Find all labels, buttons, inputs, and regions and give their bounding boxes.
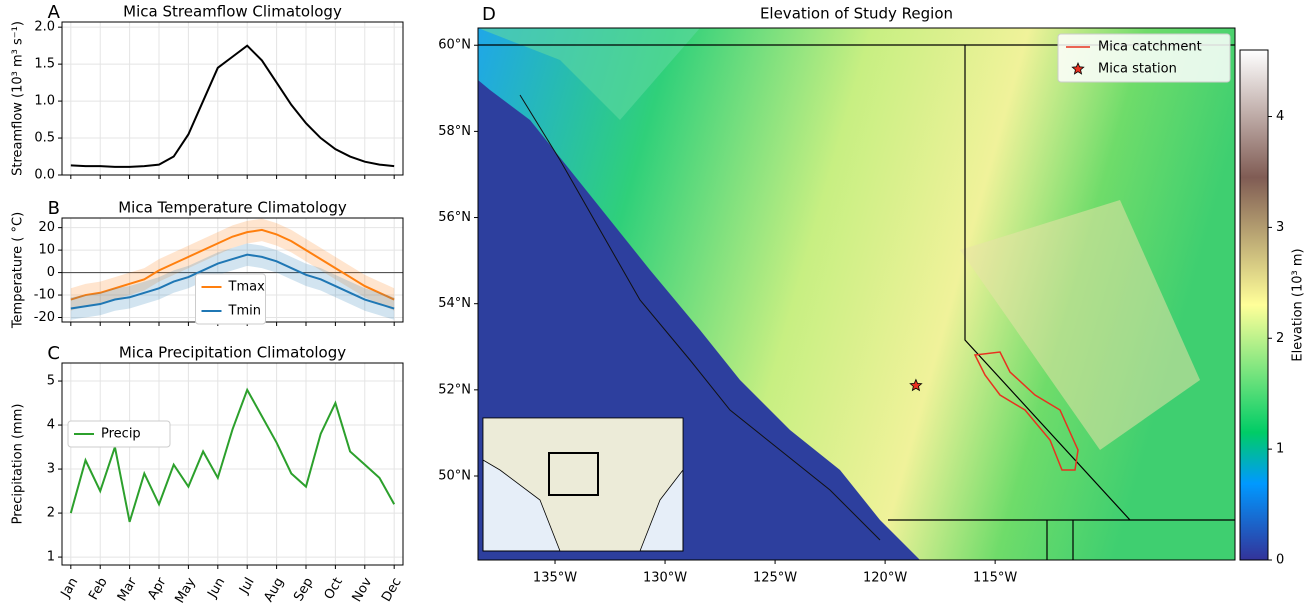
- x-tick-label: Jun: [205, 575, 229, 601]
- y-tick-label: 1.5: [34, 57, 55, 72]
- x-tick-label: Jul: [236, 575, 257, 597]
- colorbar-tick-label: 2: [1276, 331, 1284, 346]
- y-tick-label: -10: [34, 288, 55, 303]
- y-tick-label: 0.0: [34, 168, 55, 183]
- x-tick-label: Feb: [86, 575, 111, 602]
- panel-letter: C: [47, 343, 60, 364]
- series-line: [70, 228, 395, 301]
- y-axis-label: Streamflow (10³ m³ s⁻¹): [11, 21, 26, 176]
- y-tick-label: 56°N: [438, 210, 471, 225]
- y-tick-label: 3: [47, 462, 55, 477]
- colorbar-label: Elevation (10³ m): [1291, 248, 1306, 361]
- legend-swatch: [1071, 61, 1085, 75]
- y-tick-label: 20: [38, 220, 55, 235]
- x-tick-label: Apr: [145, 575, 170, 603]
- y-tick-label: 0: [47, 265, 55, 280]
- legend-box: [1057, 33, 1231, 83]
- x-tick-label: 120°W: [863, 571, 907, 586]
- colorbar: [1239, 49, 1269, 561]
- chart-title: Mica Temperature Climatology: [118, 199, 347, 217]
- x-tick-label: Jan: [58, 575, 82, 601]
- station-marker: [909, 378, 923, 392]
- series-line: [70, 253, 395, 310]
- y-tick-label: 1: [47, 550, 55, 565]
- colorbar-tick-label: 1: [1276, 442, 1284, 457]
- y-tick-label: 2.0: [34, 20, 55, 35]
- spread-band: [70, 243, 395, 320]
- y-tick-label: 2: [47, 506, 55, 521]
- y-tick-label: 60°N: [438, 38, 471, 53]
- y-tick-label: 1.0: [34, 94, 55, 109]
- x-tick-label: Nov: [350, 575, 376, 605]
- y-tick-label: 4: [47, 418, 55, 433]
- x-tick-label: 115°W: [973, 571, 1017, 586]
- x-tick-label: May: [172, 575, 199, 606]
- y-axis-label: Precipitation (mm): [11, 404, 26, 525]
- panel-letter: A: [48, 2, 61, 23]
- y-tick-label: 54°N: [438, 296, 471, 311]
- legend-label: Precip: [101, 427, 141, 442]
- chart-title: Mica Streamflow Climatology: [123, 3, 342, 21]
- chart-title: Mica Precipitation Climatology: [119, 344, 346, 362]
- chart-title: Elevation of Study Region: [760, 5, 953, 23]
- y-tick-label: 10: [38, 243, 55, 258]
- colorbar-tick-label: 4: [1276, 109, 1284, 124]
- x-tick-label: Sep: [291, 575, 316, 604]
- y-tick-label: 58°N: [438, 124, 471, 139]
- x-tick-label: Mar: [115, 575, 141, 604]
- inset-map: [482, 417, 684, 552]
- colorbar-tick-label: 3: [1276, 220, 1284, 235]
- colorbar-tick-label: 0: [1276, 553, 1284, 568]
- x-tick-label: Aug: [261, 575, 287, 604]
- x-tick-label: 125°W: [753, 571, 797, 586]
- plot-frame: [61, 21, 404, 176]
- y-tick-label: 5: [47, 374, 55, 389]
- y-tick-label: 50°N: [438, 469, 471, 484]
- y-tick-label: -20: [34, 310, 55, 325]
- legend-box: [67, 420, 171, 448]
- y-axis-label: Temperature ( °C): [11, 212, 26, 329]
- series-line: [69, 387, 396, 523]
- panel-letter: B: [48, 198, 60, 219]
- legend-label: Tmax: [228, 280, 266, 295]
- x-tick-label: 130°W: [643, 571, 687, 586]
- legend-label: Tmin: [228, 304, 261, 319]
- panel-letter: D: [482, 4, 496, 25]
- series-line: [70, 44, 395, 168]
- y-tick-label: 52°N: [438, 382, 471, 397]
- plot-frame: [61, 362, 404, 566]
- legend-label: Mica station: [1098, 62, 1177, 77]
- x-tick-label: 135°W: [533, 571, 577, 586]
- map-frame: [477, 27, 1236, 561]
- y-tick-label: 0.5: [34, 131, 55, 146]
- legend-label: Mica catchment: [1098, 40, 1202, 55]
- x-tick-label: Oct: [322, 575, 346, 602]
- x-tick-label: Dec: [379, 575, 405, 604]
